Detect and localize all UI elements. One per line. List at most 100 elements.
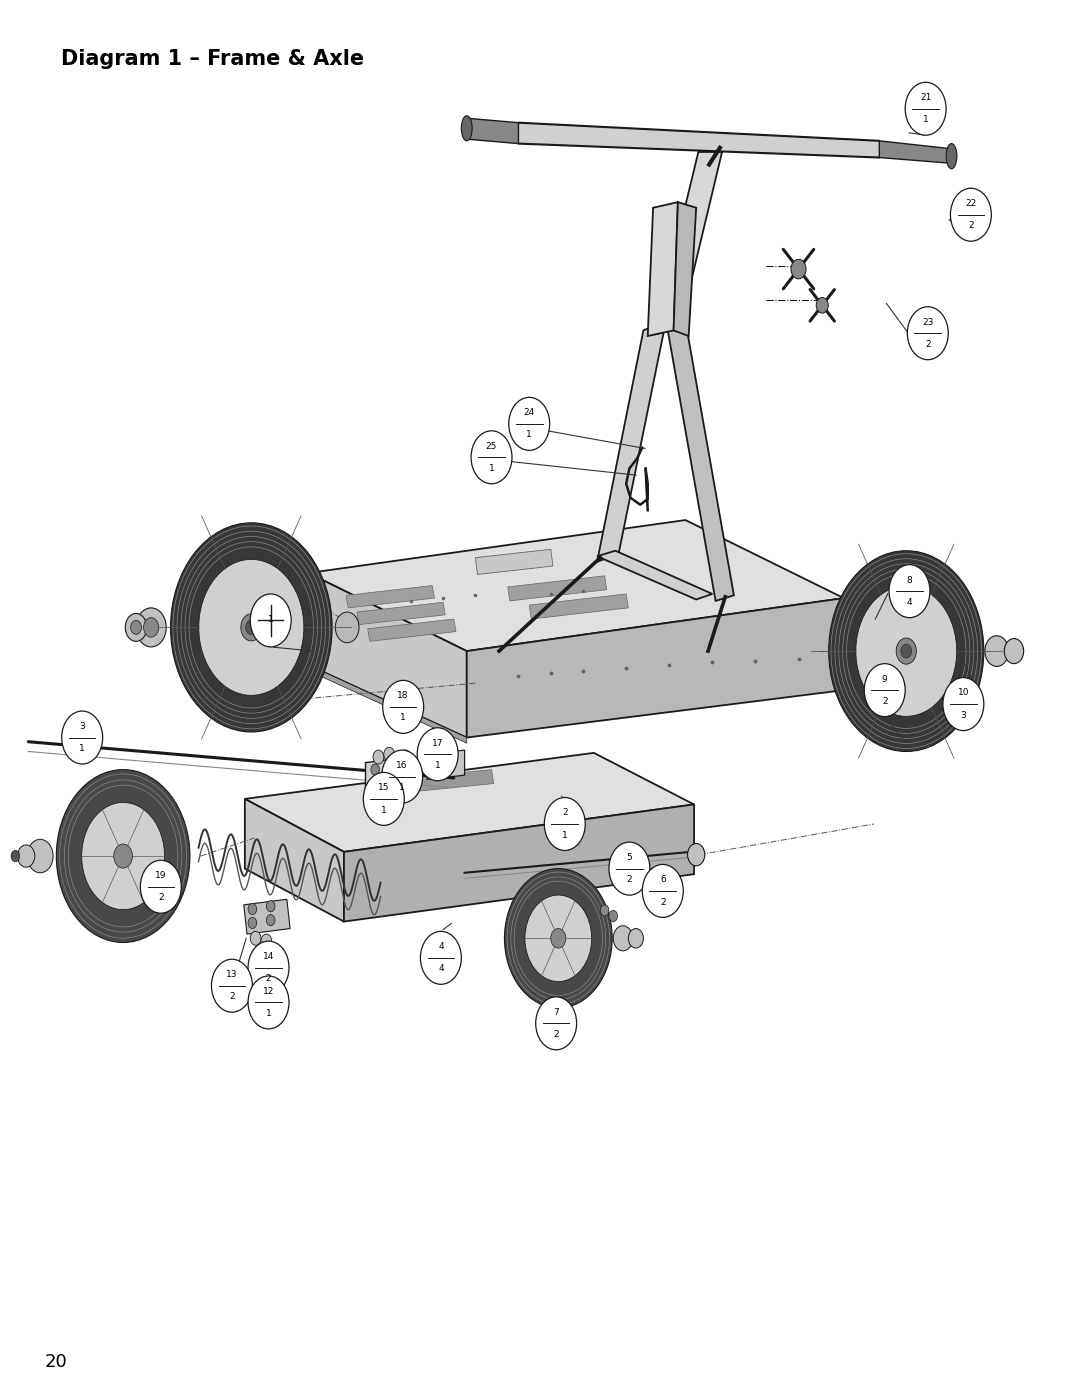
Text: 23: 23 bbox=[922, 317, 933, 327]
Text: 4: 4 bbox=[907, 598, 913, 606]
Polygon shape bbox=[356, 602, 445, 624]
Polygon shape bbox=[367, 770, 494, 796]
Polygon shape bbox=[508, 576, 607, 601]
Circle shape bbox=[248, 904, 257, 915]
Text: 3: 3 bbox=[960, 711, 967, 719]
Polygon shape bbox=[475, 549, 553, 574]
Circle shape bbox=[889, 564, 930, 617]
Circle shape bbox=[140, 861, 181, 914]
Text: 24: 24 bbox=[524, 408, 535, 418]
Circle shape bbox=[251, 594, 292, 647]
Text: 1: 1 bbox=[401, 714, 406, 722]
Polygon shape bbox=[309, 665, 467, 743]
Circle shape bbox=[144, 617, 159, 637]
Circle shape bbox=[113, 844, 133, 868]
Circle shape bbox=[82, 802, 164, 909]
Text: 22: 22 bbox=[966, 200, 976, 208]
Circle shape bbox=[212, 960, 253, 1013]
Circle shape bbox=[335, 612, 359, 643]
Polygon shape bbox=[654, 152, 723, 335]
Circle shape bbox=[643, 865, 684, 918]
Circle shape bbox=[248, 977, 289, 1030]
Text: 2: 2 bbox=[553, 1030, 559, 1039]
Circle shape bbox=[1004, 638, 1024, 664]
Circle shape bbox=[267, 915, 275, 926]
Polygon shape bbox=[343, 805, 694, 922]
Polygon shape bbox=[427, 750, 464, 780]
Text: 7: 7 bbox=[553, 1007, 559, 1017]
Polygon shape bbox=[843, 598, 872, 707]
Circle shape bbox=[407, 761, 418, 775]
Polygon shape bbox=[666, 316, 734, 601]
Circle shape bbox=[828, 550, 984, 752]
Polygon shape bbox=[309, 520, 843, 651]
Circle shape bbox=[950, 189, 991, 242]
Text: 15: 15 bbox=[378, 784, 390, 792]
Circle shape bbox=[11, 851, 19, 862]
Text: 16: 16 bbox=[396, 761, 408, 770]
Text: 2: 2 bbox=[626, 876, 632, 884]
Circle shape bbox=[688, 844, 705, 866]
Text: 4: 4 bbox=[438, 942, 444, 951]
Circle shape bbox=[864, 664, 905, 717]
Text: 8: 8 bbox=[906, 576, 913, 584]
Text: 19: 19 bbox=[156, 872, 166, 880]
Text: 1: 1 bbox=[381, 806, 387, 814]
Text: 2: 2 bbox=[882, 697, 888, 705]
Text: 1: 1 bbox=[400, 784, 405, 792]
Text: 1: 1 bbox=[922, 116, 929, 124]
Polygon shape bbox=[464, 119, 518, 144]
Text: 2: 2 bbox=[562, 809, 568, 817]
Circle shape bbox=[400, 750, 410, 764]
Polygon shape bbox=[597, 321, 666, 562]
Text: 20: 20 bbox=[44, 1352, 67, 1370]
Text: 2: 2 bbox=[266, 974, 271, 983]
Circle shape bbox=[943, 678, 984, 731]
Circle shape bbox=[384, 763, 393, 774]
Text: 21: 21 bbox=[920, 94, 931, 102]
Text: 2: 2 bbox=[660, 897, 665, 907]
Text: 18: 18 bbox=[397, 692, 409, 700]
Polygon shape bbox=[244, 900, 291, 935]
Circle shape bbox=[241, 613, 261, 641]
Circle shape bbox=[417, 728, 458, 781]
Circle shape bbox=[125, 613, 147, 641]
Polygon shape bbox=[309, 573, 467, 738]
Polygon shape bbox=[518, 123, 879, 158]
Text: 1: 1 bbox=[562, 831, 568, 840]
Circle shape bbox=[404, 693, 417, 710]
Ellipse shape bbox=[946, 144, 957, 169]
Text: 25: 25 bbox=[486, 441, 497, 451]
Text: 14: 14 bbox=[262, 951, 274, 961]
Circle shape bbox=[504, 869, 612, 1009]
Circle shape bbox=[267, 901, 275, 912]
Text: 6: 6 bbox=[660, 876, 665, 884]
Circle shape bbox=[509, 397, 550, 450]
Circle shape bbox=[384, 781, 393, 792]
Circle shape bbox=[245, 620, 257, 634]
Circle shape bbox=[901, 644, 912, 658]
Circle shape bbox=[629, 929, 644, 949]
Text: 12: 12 bbox=[262, 986, 274, 996]
Circle shape bbox=[56, 770, 190, 943]
Circle shape bbox=[471, 430, 512, 483]
Polygon shape bbox=[245, 799, 343, 922]
Circle shape bbox=[985, 636, 1009, 666]
Circle shape bbox=[525, 895, 592, 982]
Circle shape bbox=[363, 773, 404, 826]
Circle shape bbox=[381, 750, 422, 803]
Circle shape bbox=[251, 932, 261, 946]
Circle shape bbox=[261, 935, 272, 949]
Circle shape bbox=[136, 608, 166, 647]
Polygon shape bbox=[674, 203, 697, 337]
Circle shape bbox=[370, 782, 379, 793]
Circle shape bbox=[551, 929, 566, 949]
Text: 2: 2 bbox=[968, 221, 974, 231]
Circle shape bbox=[420, 932, 461, 985]
Polygon shape bbox=[879, 141, 955, 163]
Text: 9: 9 bbox=[882, 675, 888, 683]
Polygon shape bbox=[648, 203, 678, 337]
Text: 3: 3 bbox=[79, 722, 85, 731]
Circle shape bbox=[62, 711, 103, 764]
Polygon shape bbox=[245, 753, 694, 852]
